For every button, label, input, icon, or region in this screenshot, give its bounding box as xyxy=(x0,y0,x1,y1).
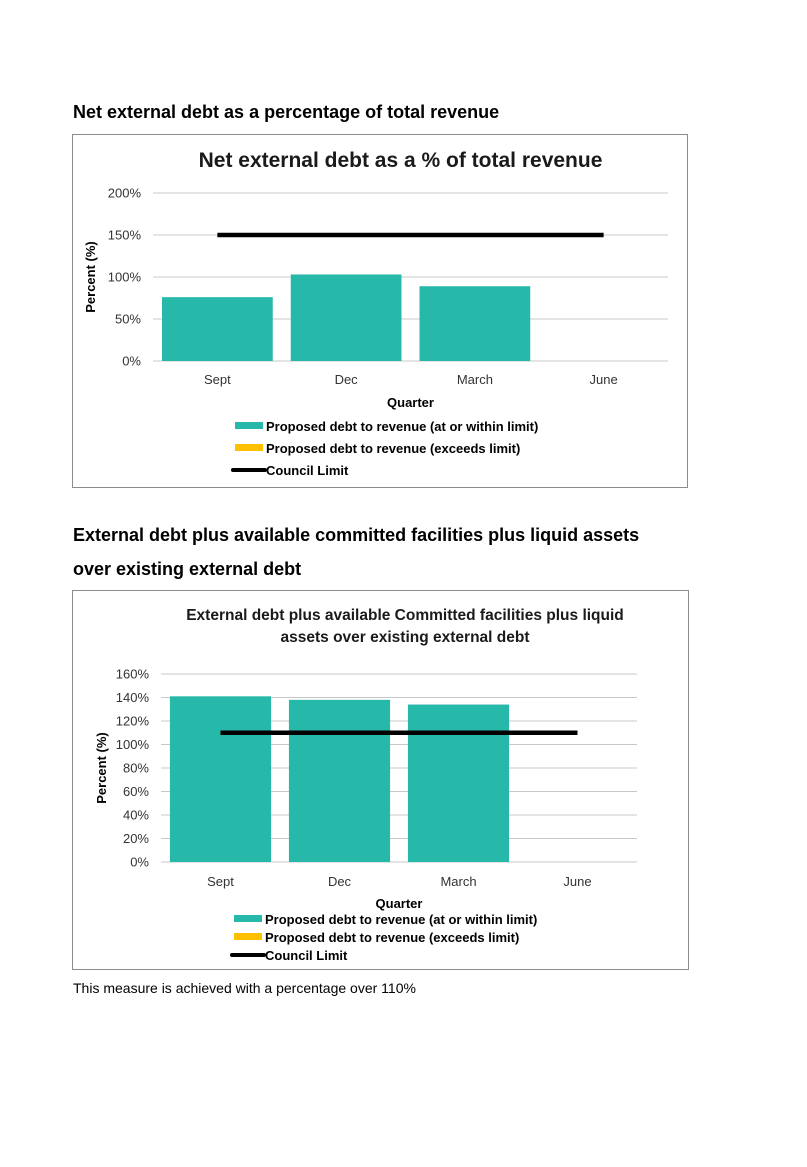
caption-text: This measure is achieved with a percenta… xyxy=(73,980,416,996)
y-tick-label: 100% xyxy=(108,270,142,285)
x-axis-label: Quarter xyxy=(387,395,434,410)
y-tick-label: 200% xyxy=(108,186,142,201)
x-tick-label: March xyxy=(457,372,493,387)
y-tick-label: 0% xyxy=(122,354,141,369)
x-tick-label: June xyxy=(590,372,618,387)
bar-dec xyxy=(290,274,402,361)
bar-march xyxy=(419,286,531,361)
legend-label: Council Limit xyxy=(265,948,348,963)
y-tick-label: 150% xyxy=(108,228,142,243)
chart-1-frame: Net external debt as a % of total revenu… xyxy=(72,134,688,488)
x-tick-label: Dec xyxy=(328,874,352,889)
y-tick-label: 80% xyxy=(123,761,149,776)
section-2-heading-line-2: over existing external debt xyxy=(73,559,302,579)
x-tick-label: June xyxy=(563,874,591,889)
y-tick-label: 0% xyxy=(130,855,149,870)
legend-label: Proposed debt to revenue (exceeds limit) xyxy=(265,930,519,945)
y-tick-label: 40% xyxy=(123,808,149,823)
y-tick-label: 120% xyxy=(116,714,150,729)
y-tick-label: 140% xyxy=(116,690,150,705)
bar-sept xyxy=(169,696,272,862)
legend-swatch xyxy=(235,444,263,451)
chart-title: External debt plus available Committed f… xyxy=(186,607,624,624)
legend-swatch xyxy=(235,422,263,429)
y-axis-label: Percent (%) xyxy=(94,732,109,804)
y-axis-label: Percent (%) xyxy=(83,241,98,313)
bar-march xyxy=(407,704,510,862)
y-tick-label: 100% xyxy=(116,737,150,752)
x-tick-label: Dec xyxy=(335,372,359,387)
legend-label: Proposed debt to revenue (at or within l… xyxy=(266,419,538,434)
legend-label: Proposed debt to revenue (exceeds limit) xyxy=(266,441,520,456)
y-tick-label: 160% xyxy=(116,667,150,682)
x-tick-label: March xyxy=(440,874,476,889)
chart-1: Net external debt as a % of total revenu… xyxy=(83,149,668,478)
chart-2: External debt plus available Committed f… xyxy=(94,607,637,963)
bar-dec xyxy=(288,699,391,862)
y-tick-label: 20% xyxy=(123,831,149,846)
bar-sept xyxy=(162,297,273,361)
section-2-heading-line-1: External debt plus available committed f… xyxy=(73,525,640,545)
x-axis-label: Quarter xyxy=(376,896,423,911)
legend-swatch xyxy=(234,933,262,940)
chart-2-frame: External debt plus available Committed f… xyxy=(72,590,689,970)
x-tick-label: Sept xyxy=(207,874,234,889)
legend-label: Council Limit xyxy=(266,463,349,478)
chart-title: assets over existing external debt xyxy=(281,629,530,646)
y-tick-label: 50% xyxy=(115,312,141,327)
legend-swatch xyxy=(234,915,262,922)
y-tick-label: 60% xyxy=(123,784,149,799)
section-1-heading: Net external debt as a percentage of tot… xyxy=(73,102,500,122)
chart-title: Net external debt as a % of total revenu… xyxy=(199,149,603,172)
legend-label: Proposed debt to revenue (at or within l… xyxy=(265,912,537,927)
x-tick-label: Sept xyxy=(204,372,231,387)
